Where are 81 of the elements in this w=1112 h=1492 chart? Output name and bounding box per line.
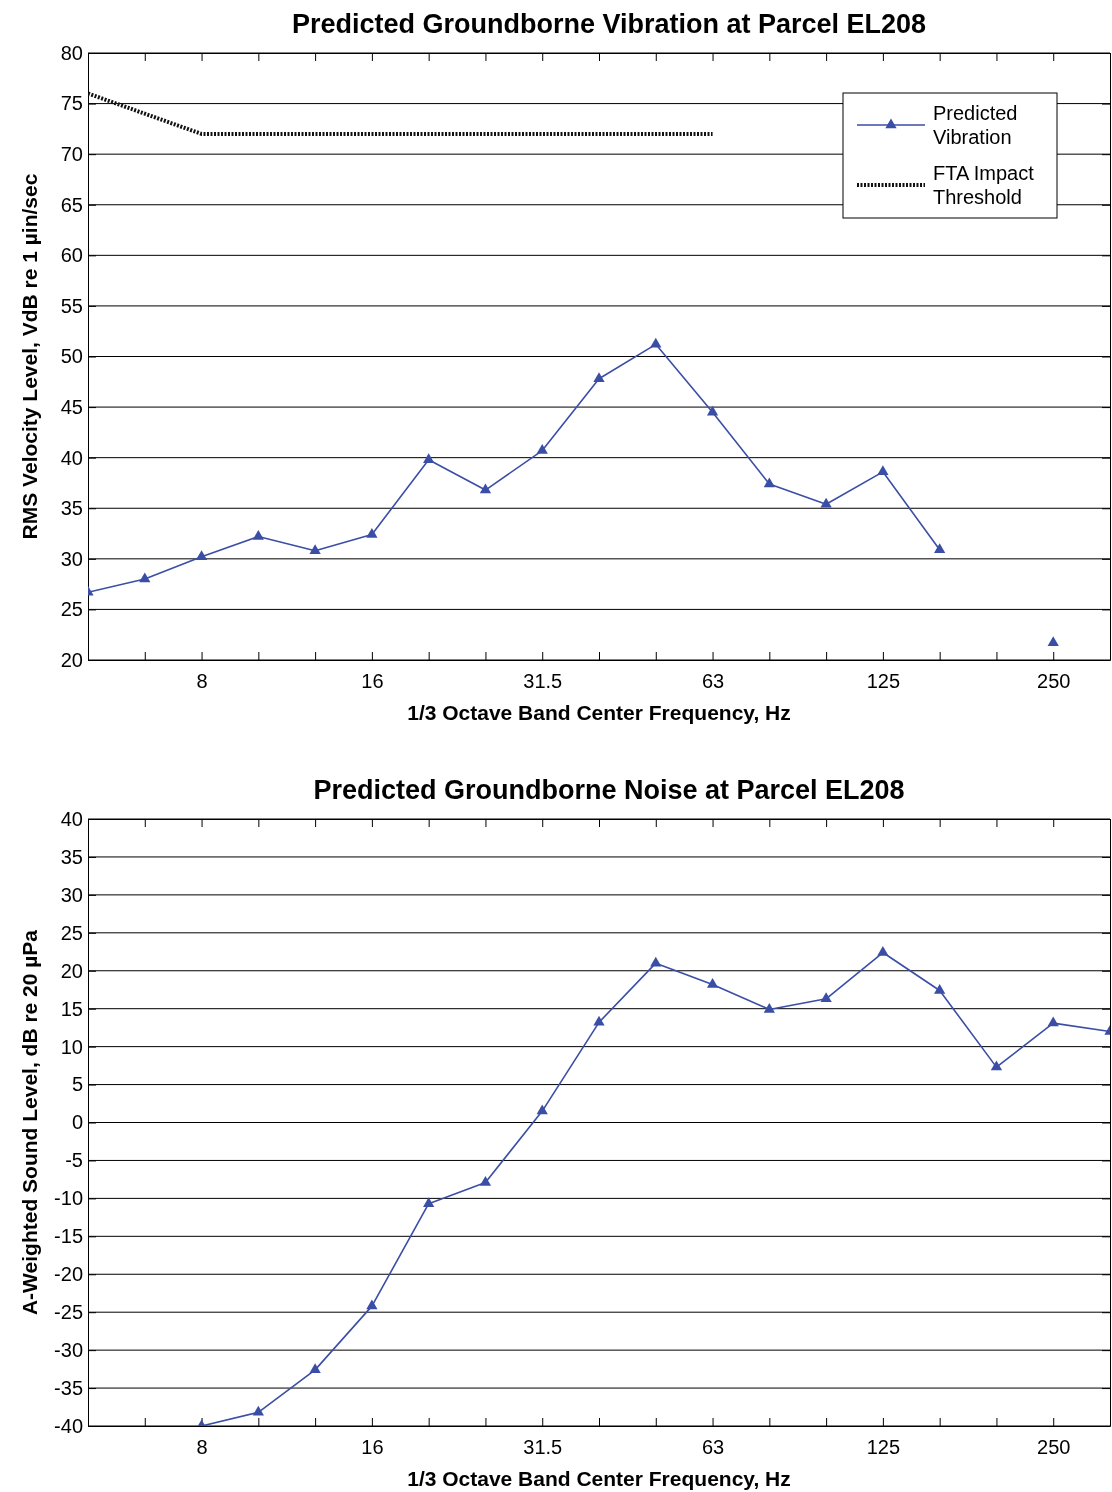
point [650, 956, 662, 967]
x-tick-label: 63 [701, 670, 725, 693]
x-tick-label: 31.5 [523, 670, 563, 693]
y-axis-title: RMS Velocity Level, VdB re 1 µin/sec [18, 173, 41, 540]
point [650, 337, 662, 348]
y-tick-label: -20 [54, 1263, 83, 1286]
point [990, 1060, 1003, 1071]
x-tick-label: 250 [1037, 1436, 1071, 1459]
y-tick-label: 40 [60, 446, 83, 469]
y-tick-label: 0 [71, 1111, 83, 1134]
y-tick-label: 80 [60, 41, 83, 64]
x-tick-label: 31.5 [523, 1436, 563, 1459]
y-tick-label: -35 [54, 1376, 83, 1399]
y-tick-label: 5 [71, 1073, 83, 1096]
y-tick-label: 60 [60, 244, 83, 267]
point [706, 405, 719, 416]
point [195, 550, 208, 561]
chart-title: Predicted Groundborne Vibration at Parcel EL208 [291, 9, 927, 39]
y-tick-label: 35 [60, 497, 83, 520]
point [877, 946, 889, 956]
y-tick-label: -15 [54, 1225, 83, 1248]
legend-label: FTA Impact Threshold [933, 162, 1035, 208]
y-tick-label: 40 [60, 807, 83, 830]
y-tick-label: 10 [60, 1035, 83, 1058]
y-tick-label: 35 [60, 845, 83, 868]
y-tick-label: 30 [60, 547, 83, 570]
x-axis-title: 1/3 Octave Band Center Frequency, Hz [407, 701, 791, 724]
chart-title: Predicted Groundborne Noise at Parcel EL208 [313, 775, 905, 805]
y-tick-label: 50 [60, 345, 83, 368]
y-tick-label: 45 [60, 395, 83, 418]
point [366, 1299, 378, 1310]
y-tick-label: 30 [60, 883, 83, 906]
point [1047, 1016, 1059, 1027]
x-tick-label: 125 [866, 1436, 901, 1459]
point [309, 544, 321, 554]
y-tick-label: 20 [60, 648, 83, 671]
y-tick-label: -25 [54, 1301, 83, 1324]
point [934, 543, 946, 553]
point [366, 528, 378, 538]
point [252, 1405, 264, 1416]
y-tick-label: 25 [60, 598, 83, 621]
y-tick-label: 70 [60, 143, 83, 166]
point [479, 1175, 492, 1186]
y-tick-label: 65 [60, 193, 83, 216]
x-tick-label: 8 [196, 670, 208, 693]
point [536, 444, 548, 454]
y-tick-label: 25 [60, 921, 83, 944]
point [763, 1002, 775, 1013]
point [706, 977, 719, 988]
point [593, 1015, 605, 1026]
point [423, 453, 435, 463]
point [820, 992, 832, 1003]
point [763, 477, 775, 488]
point [309, 1363, 321, 1374]
x-tick-label: 125 [866, 670, 901, 693]
y-tick-label: -30 [54, 1339, 83, 1362]
y-tick-label: -40 [54, 1414, 83, 1437]
x-tick-label: 63 [701, 1436, 725, 1459]
y-tick-label: 55 [60, 294, 83, 317]
point [479, 483, 492, 494]
point [877, 465, 889, 476]
y-tick-label: 75 [60, 92, 83, 115]
x-axis-title: 1/3 Octave Band Center Frequency, Hz [407, 1467, 791, 1490]
point [1047, 636, 1059, 647]
point [252, 530, 264, 540]
y-tick-label: 15 [60, 997, 83, 1020]
x-tick-label: 250 [1037, 670, 1071, 693]
point [536, 1104, 548, 1115]
x-tick-label: 16 [361, 670, 384, 693]
point [593, 372, 605, 383]
y-tick-label: -5 [65, 1149, 83, 1172]
point [423, 1197, 435, 1207]
point [934, 983, 946, 994]
y-tick-label: -10 [54, 1187, 83, 1210]
x-tick-label: 16 [361, 1436, 384, 1459]
x-tick-label: 8 [196, 1436, 208, 1459]
point [820, 497, 832, 508]
y-tick-label: 20 [60, 959, 83, 982]
y-axis-title: A-Weighted Sound Level, dB re 20 µPa [18, 929, 41, 1316]
legend-label: Predicted Vibration [933, 102, 1018, 148]
point [139, 572, 151, 583]
